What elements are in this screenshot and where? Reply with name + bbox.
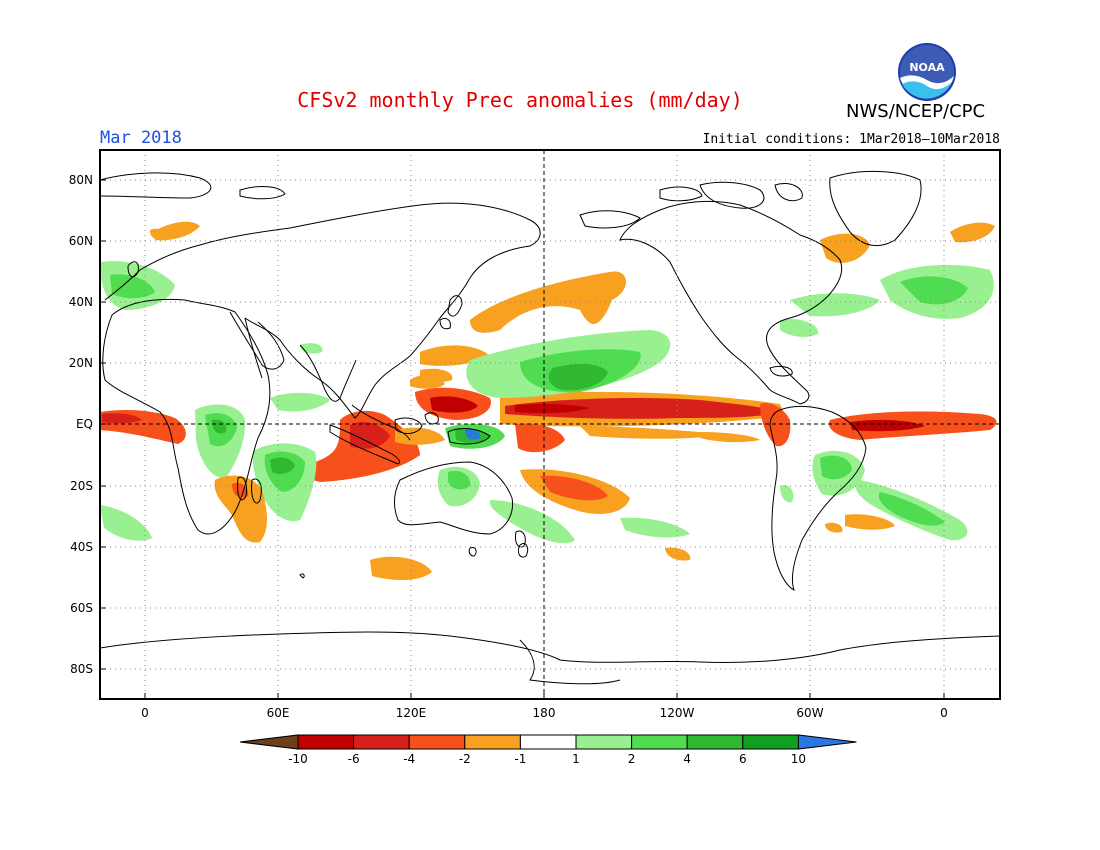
lat-label: 40N	[69, 295, 93, 309]
colorbar-arrow-low	[239, 734, 299, 750]
agency-label: NWS/NCEP/CPC	[846, 101, 986, 122]
lon-label: 60E	[267, 706, 290, 720]
colorbar-label: -10	[288, 752, 308, 766]
colorbar-label: -2	[459, 752, 471, 766]
axis-ticks	[100, 179, 945, 699]
longitude-labels: 0 60E 120E 180 120W 60W 0	[141, 706, 948, 720]
reference-lines	[100, 150, 1000, 699]
colorbar-label: -1	[514, 752, 526, 766]
lat-label: 80S	[70, 662, 93, 676]
colorbar-label: 2	[628, 752, 636, 766]
noaa-logo-icon: NOAA	[898, 43, 956, 101]
colorbar-label: 10	[791, 752, 806, 766]
colorbar-label: 1	[572, 752, 580, 766]
lon-label: 0	[141, 706, 149, 720]
colorbar-swatch	[353, 734, 410, 750]
initial-conditions-label: Initial conditions: 1Mar2018–10Mar2018	[702, 132, 1000, 147]
lat-label: 60N	[69, 234, 93, 248]
colorbar-label: -4	[403, 752, 415, 766]
lat-label: 20S	[70, 479, 93, 493]
andes-anomaly	[760, 402, 791, 447]
lon-label: 180	[533, 706, 556, 720]
graticule	[100, 150, 1000, 699]
extreme-wet-spot	[465, 429, 481, 440]
colorbar-label: 4	[683, 752, 691, 766]
lon-label: 60W	[796, 706, 823, 720]
map-title: CFSv2 monthly Prec anomalies (mm/day)	[297, 88, 743, 112]
colorbar-swatch	[631, 734, 688, 750]
lon-label: 0	[940, 706, 948, 720]
logo-text: NOAA	[909, 61, 945, 74]
colorbar-swatch	[575, 734, 633, 750]
colorbar-swatch	[519, 734, 577, 750]
colorbar-swatch	[742, 734, 799, 750]
colorbar: -10 -6 -4 -2 -1 1 2 4 6 10	[239, 734, 857, 766]
colorbar-swatch	[464, 734, 521, 750]
colorbar-swatch	[686, 734, 744, 750]
southern-africa-dry	[214, 475, 267, 543]
colorbar-arrow-high	[797, 734, 857, 750]
latitude-labels: 80N 60N 40N 20N EQ 20S 40S 60S 80S	[69, 173, 93, 676]
colorbar-swatch	[297, 734, 355, 750]
anomaly-shading	[100, 221, 997, 581]
north-pacific-wet-core	[548, 363, 608, 391]
colorbar-label: -6	[348, 752, 360, 766]
colorbar-label: 6	[739, 752, 747, 766]
lat-label: 80N	[69, 173, 93, 187]
lat-label: 20N	[69, 356, 93, 370]
month-label: Mar 2018	[100, 128, 182, 148]
colorbar-swatch	[408, 734, 466, 750]
lon-label: 120E	[396, 706, 427, 720]
lat-label: EQ	[76, 417, 93, 431]
north-pacific-dry	[470, 271, 627, 333]
coastlines	[100, 171, 1000, 685]
lat-label: 40S	[70, 540, 93, 554]
central-pacific-dry-south	[515, 423, 565, 453]
southern-indian-dry	[370, 556, 432, 581]
lon-label: 120W	[660, 706, 695, 720]
lat-label: 60S	[70, 601, 93, 615]
